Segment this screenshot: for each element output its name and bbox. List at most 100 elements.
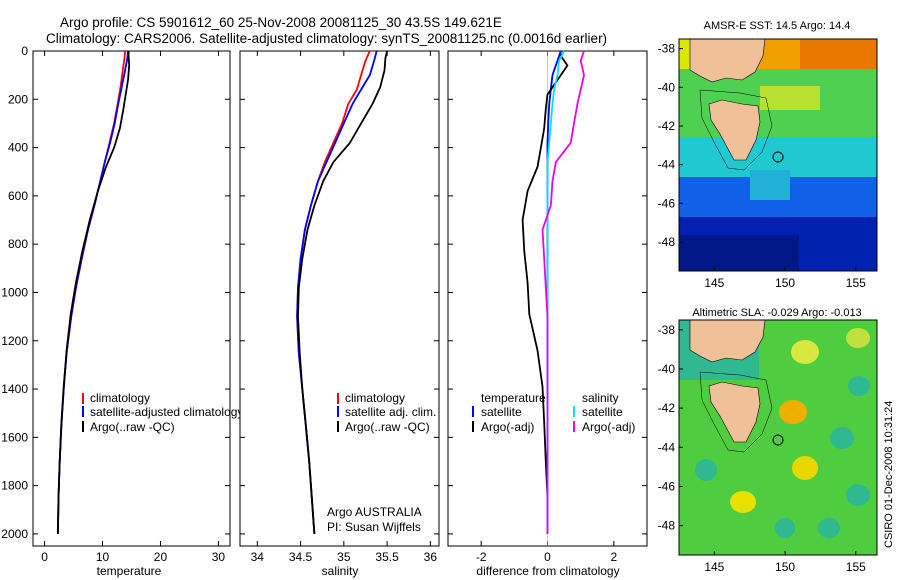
legend-swatch-argo — [82, 421, 84, 432]
sst-map-frame — [678, 38, 878, 272]
sst-map-ticks: 145 150 155 -38 -40 -42 -44 -46 -48 — [658, 42, 866, 290]
series-line — [541, 50, 585, 534]
header-line1: Argo profile: CS 5901612_60 25-Nov-2008 … — [60, 15, 502, 30]
difference-legend: temperature salinity satellite Argo(-adj… — [472, 391, 635, 434]
sla-blob — [846, 328, 870, 348]
legend-swatch-temp-argo — [472, 421, 474, 432]
credit-text: CSIRO 01-Dec-2008 10:31:24 — [883, 401, 895, 548]
sst-map-title: AMSR-E SST: 14.5 Argo: 14.4 — [704, 20, 851, 32]
temperature-legend: climatology satellite-adjusted climatolo… — [82, 391, 243, 434]
sst-shelf-contour — [699, 89, 773, 171]
salinity-xlabel: salinity — [322, 564, 359, 578]
x-tick-label: 20 — [154, 550, 168, 564]
sst-argo-marker — [772, 151, 784, 163]
y-tick-label: 400 — [8, 141, 28, 155]
x-tick-label: 0 — [544, 550, 551, 564]
y-tick-label: 1600 — [1, 430, 28, 444]
map-y-tick-label: -44 — [658, 158, 676, 172]
legend-swatch-sal-argo — [573, 421, 575, 432]
temperature-ticks: 0 10 20 30 0 200 400 600 800 1000 1200 1400 1600 1800… — [1, 44, 230, 564]
sla-shelf-contour — [699, 371, 773, 453]
temperature-panel: 0 10 20 30 0 200 400 600 800 1000 1200 1400 1600 1800… — [1, 44, 243, 578]
sst-cyan-patch — [750, 170, 790, 200]
map-y-tick-label: -46 — [658, 196, 676, 210]
sst-map-panel: AMSR-E SST: 14.5 Argo: 14.4 145 150 155 -38… — [658, 20, 878, 290]
legend-sal-argo: Argo(-adj) — [582, 420, 635, 434]
legend-swatch-climatology — [337, 393, 339, 404]
header-line2: Climatology: CARS2006. Satellite-adjuste… — [46, 31, 607, 46]
y-tick-label: 800 — [8, 237, 28, 251]
temperature-lines — [57, 50, 131, 534]
legend-swatch-climatology — [82, 393, 84, 404]
legend-swatch-satellite — [82, 406, 84, 417]
salinity-legend: climatology satellite adj. clim. Argo(..… — [337, 391, 436, 434]
salinity-legend-climatology: climatology — [345, 391, 405, 405]
map-y-tick-label: -38 — [658, 42, 676, 56]
annotation-pi: PI: Susan Wijffels — [327, 520, 421, 534]
sla-argo-marker — [772, 434, 784, 446]
y-tick-label: 1000 — [1, 285, 28, 299]
salinity-legend-argo: Argo(..raw -QC) — [345, 420, 430, 434]
map-x-tick-label: 150 — [775, 560, 795, 574]
series-line — [297, 50, 388, 534]
x-tick-label: 10 — [96, 550, 110, 564]
series-line — [57, 51, 131, 534]
x-tick-label: -2 — [476, 550, 487, 564]
sla-blob — [775, 518, 795, 538]
map-y-tick-label: -42 — [658, 401, 676, 415]
temperature-legend-satellite: satellite-adjusted climatology — [90, 405, 243, 419]
map-y-tick-label: -46 — [658, 479, 676, 493]
sla-blob — [791, 340, 819, 364]
sst-deep-blue — [679, 235, 799, 271]
x-tick-label: 35 — [337, 550, 351, 564]
sst-mainland — [689, 39, 766, 83]
legend-swatch-temp-satellite — [472, 406, 474, 417]
map-x-tick-label: 155 — [846, 560, 866, 574]
salinity-lines — [296, 50, 388, 534]
map-x-tick-label: 150 — [775, 276, 795, 290]
map-x-tick-label: 155 — [846, 276, 866, 290]
sla-map-ticks: 145 150 155 -38 -40 -42 -44 -46 -48 — [658, 323, 866, 574]
legend-title-temperature: temperature — [481, 391, 546, 405]
sla-blob — [779, 400, 807, 424]
salinity-panel: 34 34.5 35 35.5 36 salinity climatology sate… — [239, 50, 440, 578]
temperature-axes — [32, 50, 231, 547]
x-tick-label: 34.5 — [289, 550, 313, 564]
sla-tasmania — [708, 381, 761, 443]
legend-swatch-satellite — [337, 406, 339, 417]
legend-sal-satellite: satellite — [582, 405, 623, 419]
sla-blob — [818, 518, 840, 538]
y-tick-label: 0 — [21, 44, 28, 58]
map-y-tick-label: -40 — [658, 80, 676, 94]
salinity-ticks: 34 34.5 35 35.5 36 — [240, 50, 439, 564]
difference-xlabel: difference from climatology — [476, 564, 619, 578]
legend-title-salinity: salinity — [582, 391, 619, 405]
map-y-tick-label: -48 — [658, 235, 676, 249]
sla-blob — [695, 459, 717, 481]
legend-temp-argo: Argo(-adj) — [481, 420, 534, 434]
annotation-argo-australia: Argo AUSTRALIA — [327, 505, 422, 519]
temperature-xlabel: temperature — [97, 564, 162, 578]
temperature-legend-argo: Argo(..raw -QC) — [90, 420, 175, 434]
map-y-tick-label: -40 — [658, 362, 676, 376]
sla-blob — [848, 376, 870, 396]
x-tick-label: 0 — [41, 550, 48, 564]
difference-panel: -2 0 2 difference from climatology tempera… — [447, 50, 648, 578]
map-y-tick-label: -38 — [658, 323, 676, 337]
sla-blob — [846, 484, 870, 506]
x-tick-label: 35.5 — [375, 550, 399, 564]
y-tick-label: 200 — [8, 92, 28, 106]
y-tick-label: 2000 — [1, 527, 28, 541]
map-y-tick-label: -44 — [658, 440, 676, 454]
x-tick-label: 34 — [251, 550, 265, 564]
x-tick-label: 2 — [610, 550, 617, 564]
sla-map-title: Altimetric SLA: -0.029 Argo: -0.013 — [692, 307, 861, 319]
legend-temp-satellite: satellite — [481, 405, 522, 419]
sla-blob — [830, 427, 854, 449]
x-tick-label: 30 — [212, 550, 226, 564]
sla-map-panel: Altimetric SLA: -0.029 Argo: -0.013 145 1… — [658, 307, 878, 574]
sla-mainland — [689, 320, 766, 363]
difference-lines — [521, 50, 585, 546]
y-tick-label: 1200 — [1, 334, 28, 348]
